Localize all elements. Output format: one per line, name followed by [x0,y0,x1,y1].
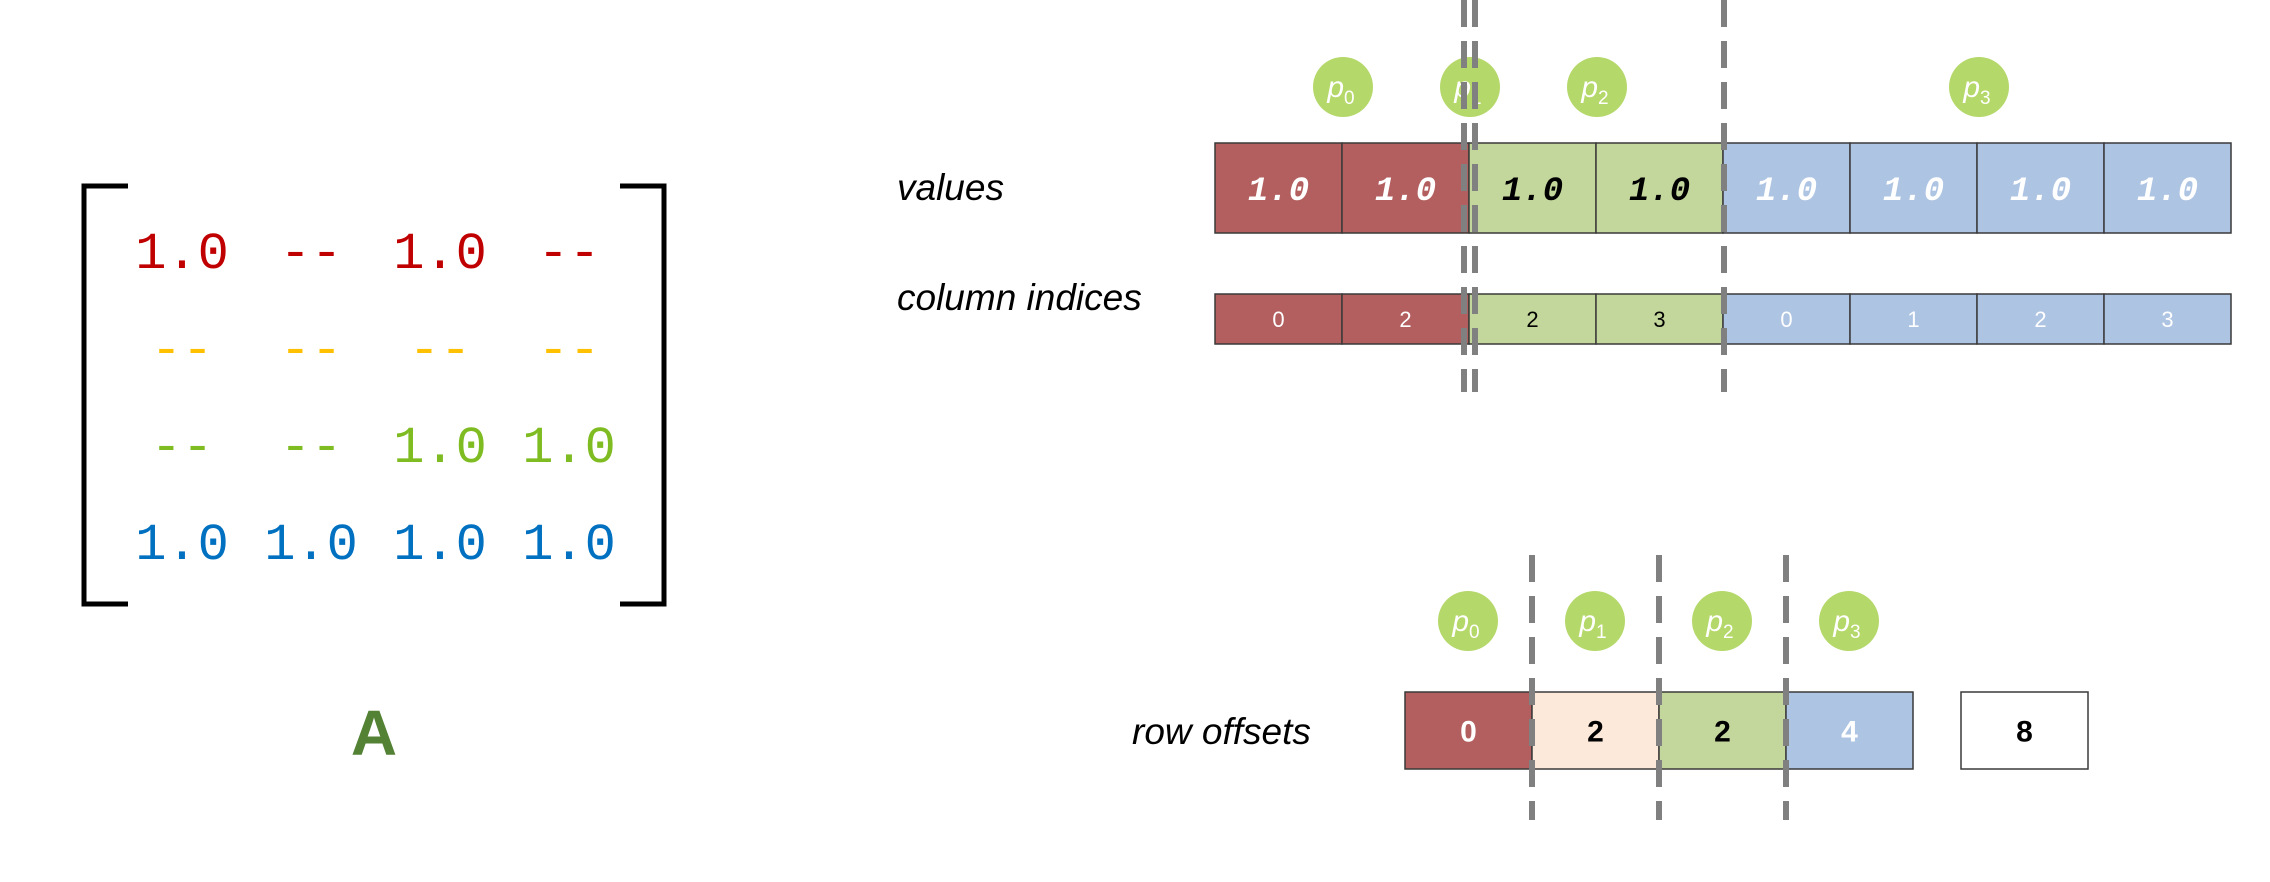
partition-sub: 2 [1723,622,1734,643]
partition-badge-label: p2 [1705,605,1733,643]
values-cell-text: 1.0 [1629,173,1690,211]
partition-base: p [1962,71,1980,104]
column_indices-cell-text: 1 [1907,307,1919,332]
values-cell-text: 1.0 [1248,173,1309,211]
column_indices-cell [2103,293,2232,345]
partition-sub: 2 [1598,88,1609,109]
values-cell [1214,142,1343,234]
column_indices-cell-text: 0 [1272,307,1284,332]
matrix-cell: 1.0 [135,516,229,575]
partition-base: p [1832,605,1850,638]
partition-base: p [1578,605,1596,638]
matrix-cell: 1.0 [135,225,229,284]
partition-base: p [1326,71,1344,104]
partition-badge-label: p0 [1326,71,1354,109]
column_indices-cell-text: 0 [1780,307,1792,332]
partition-badge [1565,591,1625,651]
row_offsets-cell [1531,691,1660,770]
column_indices-cell-text: 2 [1399,307,1411,332]
row-offsets-array: 0 2 2 4 8 [1404,691,2089,770]
row_offsets-cell-text: 2 [1587,715,1604,748]
row_offsets-cell-text: 8 [2016,715,2033,748]
column-indices-array: 0 2 2 3 0 1 2 3 [1214,293,2232,345]
row_offsets-cell [1404,691,1533,770]
column_indices-cell-text: 3 [2161,307,2173,332]
partition-badge [1949,57,2009,117]
values-cell [1849,142,1978,234]
values-cell [2103,142,2232,234]
values-cell-text: 1.0 [1375,173,1436,211]
column_indices-cell [1849,293,1978,345]
partition-badge [1819,591,1879,651]
column_indices-cell [1976,293,2105,345]
matrix-cell: 1.0 [522,516,616,575]
row_offsets-cell [1785,691,1914,770]
row_offsets-cell [1658,691,1787,770]
matrix-cell: -- [538,225,600,284]
partition-dividers [1461,0,1789,820]
row_offsets-cell-text: 2 [1714,715,1731,748]
partition-sub: 3 [1850,622,1861,643]
values-cell-text: 1.0 [2137,173,2198,211]
matrix-cell: -- [151,419,213,478]
partition-sub: 3 [1980,88,1991,109]
row_offsets-cell-text: 4 [1841,715,1858,748]
matrix-name: A [351,697,397,769]
column_indices-cell-text: 3 [1653,307,1665,332]
partition-badge [1313,57,1373,117]
matrix-cell: -- [280,322,342,381]
bottom-partition-badges: p0 p1 p2 p3 [1438,591,1879,651]
row_offsets-cell [1960,691,2089,770]
values-cell-text: 1.0 [1883,173,1944,211]
partition-badge [1440,57,1500,117]
values-cell-text: 1.0 [2010,173,2071,211]
matrix-cell: 1.0 [393,516,487,575]
column-indices-label: column indices [897,277,1142,318]
partition-sub: 0 [1469,622,1480,643]
values-cell [1595,142,1724,234]
partition-badge-label: p1 [1578,605,1606,643]
column_indices-cell-text: 2 [1526,307,1538,332]
matrix-cell: 1.0 [522,419,616,478]
matrix-cell: -- [280,225,342,284]
matrix-cells: 1.0 -- 1.0 -- -- -- -- -- -- -- 1.0 1.0 1.0 1.0 1.0 1.0 [135,225,616,575]
matrix-left-bracket [81,183,128,607]
partition-badge-label: p3 [1962,71,1990,109]
matrix-cell: -- [538,322,600,381]
matrix-brackets [81,183,667,607]
column_indices-cell [1722,293,1851,345]
column_indices-cell-text: 2 [2034,307,2046,332]
values-cell-text: 1.0 [1756,173,1817,211]
partition-badge-label: p0 [1451,605,1479,643]
partition-base: p [1451,605,1469,638]
row_offsets-cell-text: 0 [1460,715,1477,748]
partition-badge [1567,57,1627,117]
values-array: 1.0 1.0 1.0 1.0 1.0 1.0 1.0 1.0 [1214,142,2232,234]
column_indices-cell [1595,293,1724,345]
matrix-cell: -- [409,322,471,381]
partition-base: p [1705,605,1723,638]
partition-badge [1438,591,1498,651]
values-label: values [897,167,1004,208]
matrix-right-bracket [620,183,667,607]
row-offsets-label: row offsets [1132,711,1311,752]
partition-sub: 0 [1344,88,1355,109]
values-cell [1341,142,1470,234]
column_indices-cell [1468,293,1597,345]
matrix-cell: 1.0 [393,419,487,478]
partition-badge [1692,591,1752,651]
partition-sub: 1 [1596,622,1607,643]
values-cell-text: 1.0 [1502,173,1563,211]
matrix-cell: 1.0 [393,225,487,284]
matrix-cell: 1.0 [264,516,358,575]
matrix-cell: -- [280,419,342,478]
partition-badge-label: p2 [1580,71,1608,109]
partition-base: p [1580,71,1598,104]
matrix-cell: -- [151,322,213,381]
partition-badge-label: p3 [1832,605,1860,643]
